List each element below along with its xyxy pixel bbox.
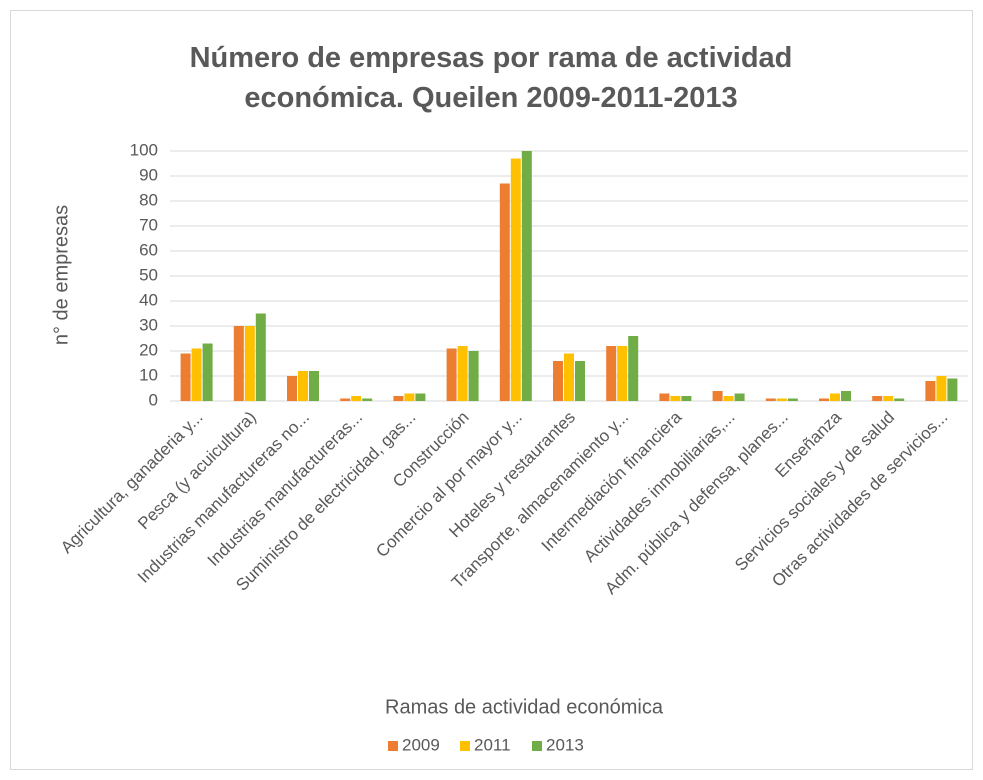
legend-label: 2011 — [474, 735, 511, 754]
bar — [244, 326, 255, 401]
bar — [191, 348, 202, 401]
legend-swatch — [388, 741, 398, 751]
bar — [340, 398, 351, 401]
bar — [776, 398, 787, 401]
y-tick-label: 40 — [139, 290, 158, 309]
bar — [681, 396, 692, 401]
bar — [255, 313, 266, 401]
chart-title: Número de empresas por rama de actividad… — [189, 42, 793, 114]
bar — [894, 398, 905, 401]
bar — [787, 398, 798, 401]
legend-swatch — [532, 741, 542, 751]
y-tick-label: 30 — [139, 315, 158, 334]
bar — [936, 376, 947, 401]
y-tick-label: 70 — [139, 215, 158, 234]
y-tick-label: 0 — [149, 390, 158, 409]
bar — [287, 376, 297, 401]
y-tick-label: 20 — [139, 340, 158, 359]
x-axis-title: Ramas de actividad económica — [385, 696, 664, 718]
bar — [362, 398, 373, 401]
bar — [628, 336, 639, 401]
y-tick-label: 90 — [139, 165, 158, 184]
bar — [819, 398, 829, 401]
y-tick-label: 10 — [139, 365, 158, 384]
bar — [723, 396, 734, 401]
bar — [510, 158, 521, 401]
bar — [309, 371, 319, 401]
bar — [446, 348, 457, 401]
bar — [734, 393, 745, 401]
bar — [180, 353, 191, 401]
bar — [925, 381, 936, 401]
bar — [521, 151, 532, 401]
bar — [553, 361, 563, 401]
bar — [872, 396, 883, 401]
bar — [202, 343, 213, 401]
bar — [499, 183, 510, 401]
chart-border — [10, 10, 973, 770]
bar — [617, 346, 628, 401]
bar — [841, 391, 851, 401]
y-tick-label: 50 — [139, 265, 158, 284]
legend-label: 2013 — [546, 735, 584, 754]
bar — [564, 353, 574, 401]
bar — [712, 391, 723, 401]
bar — [830, 393, 840, 401]
bar — [233, 326, 244, 401]
bar — [298, 371, 308, 401]
bar — [947, 378, 958, 401]
bar — [659, 393, 670, 401]
bar — [883, 396, 894, 401]
bar — [415, 393, 426, 401]
bar — [606, 346, 617, 401]
bar — [468, 351, 479, 401]
y-tick-label: 60 — [139, 240, 158, 259]
y-tick-label: 100 — [130, 140, 158, 159]
bar — [457, 346, 468, 401]
bar — [404, 393, 415, 401]
y-axis-title: n° de empresas — [50, 205, 72, 345]
bar — [670, 396, 681, 401]
bar — [393, 396, 404, 401]
y-tick-label: 80 — [139, 190, 158, 209]
bar — [765, 398, 776, 401]
bar — [351, 396, 362, 401]
bar — [575, 361, 585, 401]
legend-swatch — [460, 741, 470, 751]
legend-label: 2009 — [402, 735, 440, 754]
